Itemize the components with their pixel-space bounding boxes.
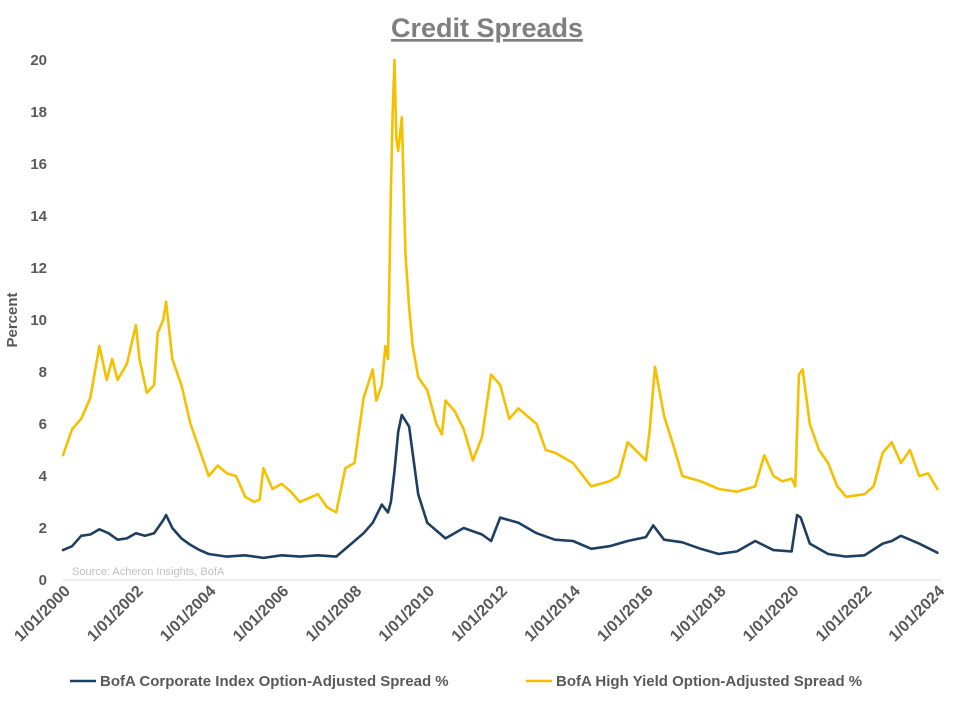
series-lines <box>61 58 939 560</box>
y-tick-label: 16 <box>30 156 47 173</box>
y-tick-label: 20 <box>30 52 47 69</box>
x-tick-label: 1/01/2014 <box>522 583 584 645</box>
source-note: Source: Acheron Insights, BofA <box>72 566 225 578</box>
y-tick-label: 18 <box>30 104 47 121</box>
y-tick-label: 6 <box>39 416 47 433</box>
legend: BofA Corporate Index Option-Adjusted Spr… <box>70 673 862 690</box>
legend-label: BofA Corporate Index Option-Adjusted Spr… <box>100 673 449 690</box>
y-tick-label: 2 <box>39 520 47 537</box>
x-tick-label: 1/01/2010 <box>376 583 438 645</box>
series-line-high-yield <box>61 58 939 514</box>
x-axis: 1/01/2000 1/01/2002 1/01/2004 1/01/2006 1/01… <box>11 583 948 645</box>
x-tick-label: 1/01/2018 <box>667 583 729 645</box>
y-tick-label: 12 <box>30 260 47 277</box>
x-tick-label: 1/01/2012 <box>449 583 511 645</box>
chart-title: Credit Spreads <box>391 13 583 43</box>
series-line-corporate-index <box>61 413 939 560</box>
x-tick-label: 1/01/2020 <box>740 583 802 645</box>
x-tick-label: 1/01/2022 <box>813 583 875 645</box>
y-tick-label: 8 <box>39 364 47 381</box>
y-axis-label: Percent <box>4 292 21 347</box>
x-tick-label: 1/01/2016 <box>594 583 656 645</box>
x-tick-label: 1/01/2006 <box>230 583 292 645</box>
x-tick-label: 1/01/2000 <box>11 583 73 645</box>
x-tick-label: 1/01/2002 <box>84 583 146 645</box>
y-tick-label: 14 <box>30 208 47 225</box>
y-tick-label: 0 <box>39 572 47 589</box>
x-tick-label: 1/01/2008 <box>303 583 365 645</box>
y-axis: 0 2 4 6 8 10 12 14 16 18 20 <box>30 52 47 589</box>
y-tick-label: 4 <box>39 468 48 485</box>
legend-label: BofA High Yield Option-Adjusted Spread % <box>556 673 862 690</box>
x-tick-label: 1/01/2004 <box>157 583 219 645</box>
x-tick-label: 1/01/2024 <box>886 583 948 645</box>
y-tick-label: 10 <box>30 312 47 329</box>
